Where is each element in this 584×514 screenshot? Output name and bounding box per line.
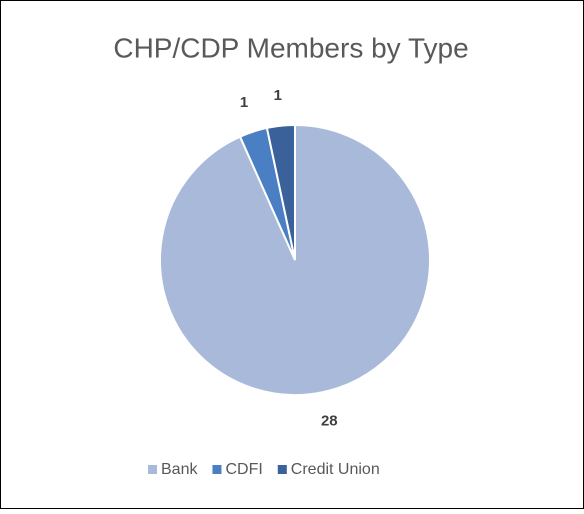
data-label: 1 xyxy=(240,94,248,111)
legend-swatch xyxy=(277,465,287,474)
data-label: 1 xyxy=(274,87,282,104)
legend-label: Credit Union xyxy=(291,461,380,478)
legend-swatch xyxy=(148,465,157,474)
legend-label: CDFI xyxy=(225,461,262,478)
legend-swatch xyxy=(212,465,222,474)
data-label: 28 xyxy=(321,412,338,429)
legend-label: Bank xyxy=(161,461,198,478)
chart-title: CHP/CDP Members by Type xyxy=(113,32,468,63)
pie-slice xyxy=(265,123,296,261)
